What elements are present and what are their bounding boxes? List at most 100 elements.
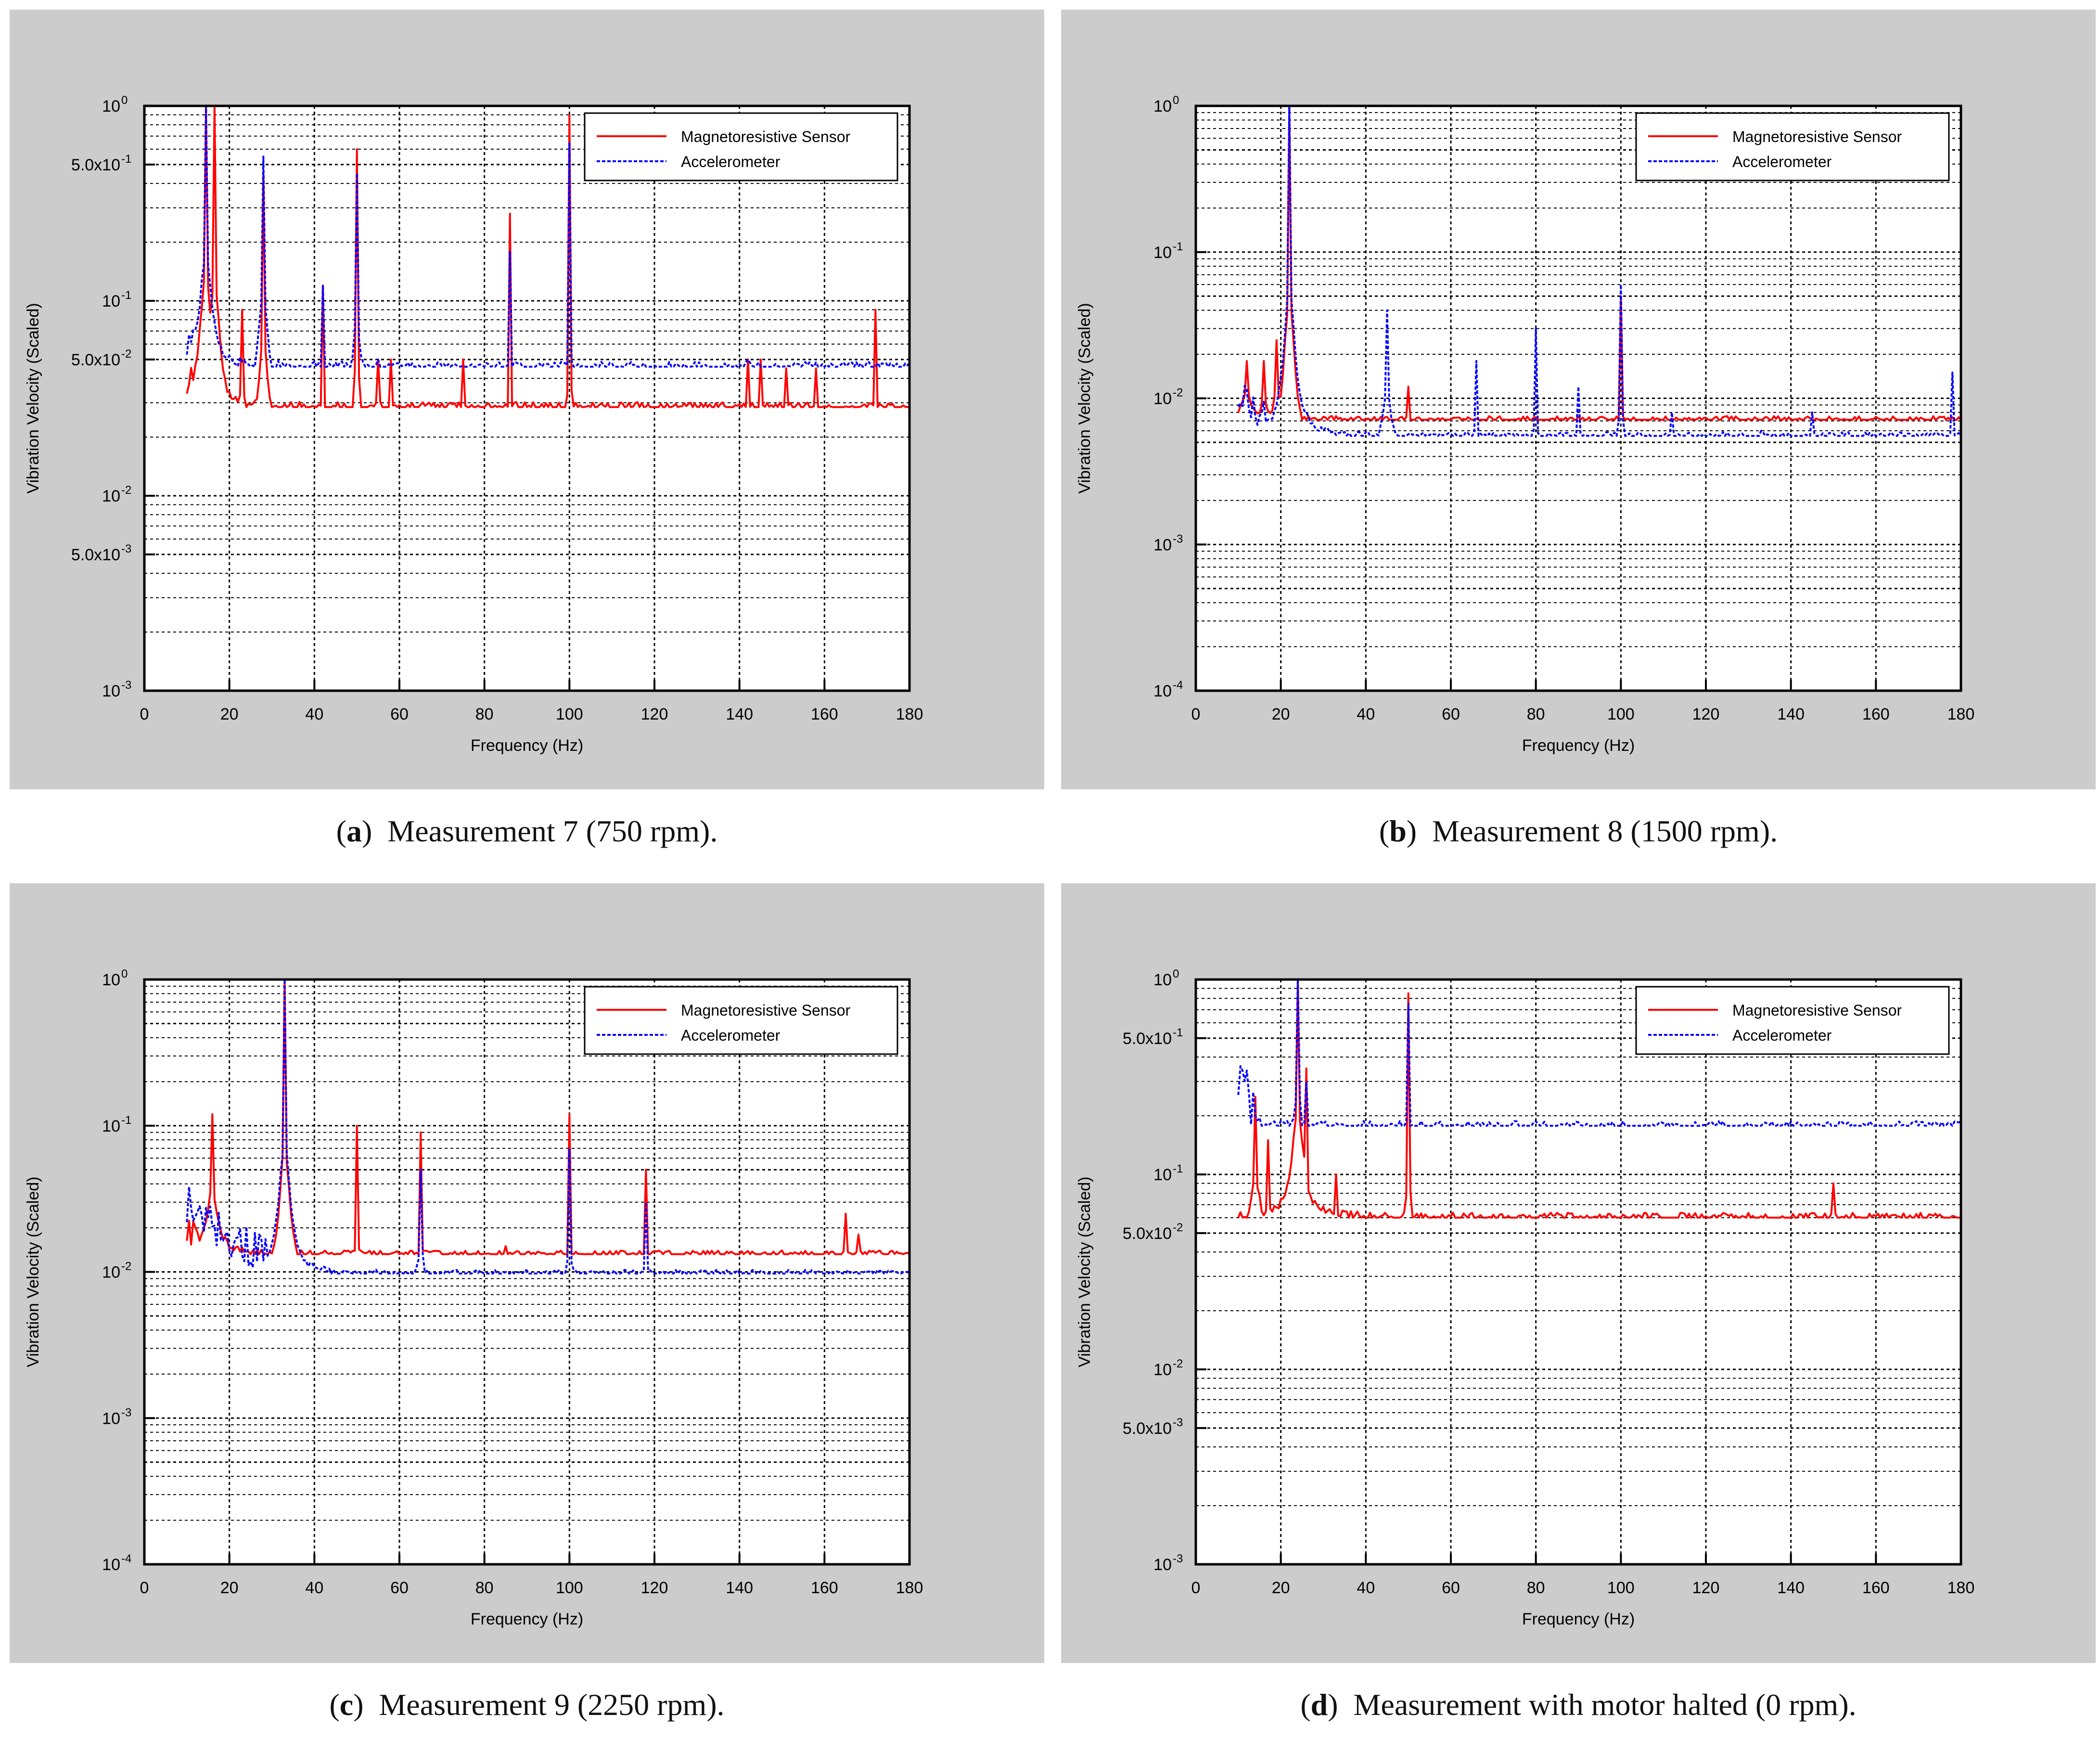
x-tick-label: 100 bbox=[556, 705, 583, 723]
y-tick-label: 5.0x10 bbox=[71, 351, 120, 369]
legend-label-accelerometer: Accelerometer bbox=[1732, 153, 1832, 170]
plot-frame bbox=[143, 104, 911, 692]
legend-label-magnetoresistive: Magnetoresistive Sensor bbox=[681, 128, 851, 145]
x-tick-label: 120 bbox=[641, 1579, 668, 1597]
caption-b: (b) Measurement 8 (1500 rpm). bbox=[1379, 814, 1778, 848]
x-tick-label: 40 bbox=[1357, 705, 1375, 723]
x-tick-label: 160 bbox=[811, 1579, 838, 1597]
x-tick-label: 60 bbox=[390, 1579, 409, 1597]
caption-c: (c) Measurement 9 (2250 rpm). bbox=[329, 1688, 725, 1722]
x-axis-label: Frequency (Hz) bbox=[471, 1610, 583, 1628]
grid bbox=[1196, 980, 1961, 1564]
legend-label-magnetoresistive: Magnetoresistive Sensor bbox=[681, 1002, 851, 1019]
plot-area bbox=[144, 106, 909, 691]
y-tick-label: 10 bbox=[102, 1409, 120, 1428]
x-tick-label: 180 bbox=[896, 1579, 923, 1597]
y-tick-label: 10 bbox=[1153, 244, 1172, 262]
legend: Magnetoresistive Sensor Accelerometer bbox=[584, 986, 898, 1055]
legend-label-magnetoresistive: Magnetoresistive Sensor bbox=[1732, 1002, 1902, 1019]
x-axis-label: Frequency (Hz) bbox=[1522, 736, 1635, 755]
y-tick-exponent: -2 bbox=[1173, 1221, 1183, 1234]
x-tick-label: 180 bbox=[1947, 1579, 1975, 1597]
y-tick-exponent: 0 bbox=[121, 94, 128, 107]
y-tick-exponent: 0 bbox=[1173, 967, 1179, 980]
y-tick-label: 10 bbox=[1153, 390, 1172, 408]
x-tick-label: 100 bbox=[1607, 705, 1635, 723]
x-tick-label: 60 bbox=[390, 705, 409, 723]
legend-label-accelerometer: Accelerometer bbox=[1732, 1027, 1832, 1044]
legend-box bbox=[584, 986, 898, 1055]
x-tick-label: 140 bbox=[1777, 1579, 1805, 1597]
y-tick-label: 10 bbox=[1153, 682, 1172, 700]
y-tick-label: 5.0x10 bbox=[71, 546, 120, 564]
x-tick-label: 180 bbox=[896, 705, 923, 723]
x-tick-label: 0 bbox=[140, 1579, 149, 1597]
y-tick-label: 5.0x10 bbox=[1123, 1030, 1172, 1048]
y-tick-exponent: 0 bbox=[1173, 94, 1179, 107]
x-tick-label: 40 bbox=[305, 705, 323, 723]
legend-box bbox=[584, 112, 898, 181]
caption-a: (a) Measurement 7 (750 rpm). bbox=[336, 814, 718, 848]
y-tick-label: 10 bbox=[102, 97, 120, 116]
plot-area bbox=[1196, 980, 1961, 1564]
x-axis-label: Frequency (Hz) bbox=[1522, 1610, 1635, 1628]
chart-panel-d: 0 20 40 60 80 100 120 140 160 180 10 -3 5.0x10 -3 10 -2… bbox=[1061, 883, 2096, 1663]
x-tick-label: 80 bbox=[1527, 705, 1545, 723]
y-tick-label: 10 bbox=[102, 1117, 120, 1135]
x-tick-label: 100 bbox=[556, 1579, 583, 1597]
series-line-accelerometer bbox=[186, 979, 910, 1275]
x-tick-label: 140 bbox=[726, 1579, 753, 1597]
series-line-magnetoresistive bbox=[1237, 105, 1962, 421]
y-tick-exponent: -2 bbox=[1173, 387, 1183, 400]
x-tick-label: 40 bbox=[1357, 1579, 1375, 1597]
y-tick-label: 10 bbox=[1153, 1361, 1172, 1379]
y-tick-exponent: -2 bbox=[1173, 1357, 1183, 1370]
legend: Magnetoresistive Sensor Accelerometer bbox=[1635, 986, 1950, 1055]
x-tick-label: 80 bbox=[475, 1579, 494, 1597]
y-tick-exponent: -3 bbox=[121, 679, 131, 692]
legend: Magnetoresistive Sensor Accelerometer bbox=[1635, 112, 1950, 181]
x-tick-label: 20 bbox=[220, 705, 239, 723]
y-tick-label: 10 bbox=[102, 1556, 120, 1574]
y-tick-label: 10 bbox=[102, 292, 120, 310]
x-tick-label: 100 bbox=[1607, 1579, 1635, 1597]
x-tick-label: 160 bbox=[1862, 705, 1890, 723]
y-tick-label: 10 bbox=[102, 487, 120, 505]
y-tick-exponent: -1 bbox=[1173, 240, 1183, 253]
x-axis-label: Frequency (Hz) bbox=[471, 736, 583, 755]
chart-b: 0 20 40 60 80 100 120 140 160 18010-410-310-210-1… bbox=[1076, 94, 1974, 755]
y-tick-label: 5.0x10 bbox=[71, 156, 120, 174]
y-tick-exponent: -3 bbox=[121, 542, 131, 555]
y-tick-label: 10 bbox=[102, 971, 120, 989]
grid bbox=[1196, 106, 1961, 691]
y-tick-exponent: -3 bbox=[121, 1406, 131, 1419]
x-tick-label: 20 bbox=[1272, 1579, 1290, 1597]
y-tick-exponent: -4 bbox=[1173, 679, 1183, 692]
y-tick-exponent: -4 bbox=[121, 1552, 131, 1565]
caption-d: (d) Measurement with motor halted (0 rpm… bbox=[1300, 1688, 1857, 1722]
y-tick-label: 10 bbox=[1153, 97, 1172, 116]
x-tick-label: 0 bbox=[140, 705, 149, 723]
x-tick-label: 40 bbox=[305, 1579, 323, 1597]
chart-panel-b: 0 20 40 60 80 100 120 140 160 180 10 -4 10 -3 10 -2 10 -1… bbox=[1061, 10, 2096, 789]
x-tick-label: 0 bbox=[1191, 1579, 1201, 1597]
x-tick-label: 160 bbox=[811, 705, 838, 723]
y-tick-exponent: -3 bbox=[1173, 532, 1183, 545]
legend-label-accelerometer: Accelerometer bbox=[681, 153, 781, 170]
series-line-accelerometer bbox=[1237, 979, 1962, 1127]
x-tick-label: 80 bbox=[1527, 1579, 1545, 1597]
y-axis-label: Vibration Velocity (Scaled) bbox=[1076, 303, 1094, 493]
x-tick-label: 140 bbox=[1777, 705, 1805, 723]
x-tick-label: 20 bbox=[220, 1579, 239, 1597]
y-tick-exponent: -1 bbox=[121, 289, 131, 302]
y-tick-label: 10 bbox=[1153, 536, 1172, 554]
y-tick-label: 5.0x10 bbox=[1123, 1224, 1172, 1243]
x-tick-label: 80 bbox=[475, 705, 494, 723]
y-tick-exponent: -3 bbox=[1173, 1552, 1183, 1565]
series-line-magnetoresistive bbox=[186, 979, 910, 1255]
y-tick-exponent: -2 bbox=[121, 484, 131, 497]
y-tick-label: 5.0x10 bbox=[1123, 1419, 1172, 1438]
legend: Magnetoresistive Sensor Accelerometer bbox=[584, 112, 898, 181]
y-tick-exponent: -3 bbox=[1173, 1416, 1183, 1429]
plot-frame bbox=[1194, 978, 1962, 1566]
